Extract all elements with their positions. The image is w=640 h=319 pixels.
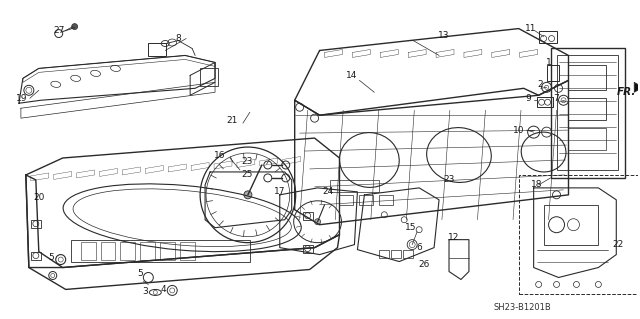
Text: 5: 5 [138, 269, 143, 278]
Bar [403, 249, 413, 257]
Bar [200, 68, 218, 86]
Bar [120, 241, 136, 260]
Bar [539, 31, 557, 42]
Bar [391, 249, 401, 257]
Polygon shape [634, 82, 640, 92]
Text: 11: 11 [525, 24, 536, 33]
Bar [160, 241, 175, 260]
Text: 9: 9 [526, 94, 532, 103]
Text: 2: 2 [538, 80, 543, 89]
Text: FR.: FR. [616, 87, 636, 97]
Text: 4: 4 [161, 285, 166, 294]
Text: 24: 24 [322, 187, 333, 197]
Bar [557, 56, 618, 170]
Text: SH23-B1201B: SH23-B1201B [494, 303, 552, 312]
Bar [518, 175, 638, 294]
Bar [543, 205, 598, 245]
Text: 13: 13 [438, 31, 450, 40]
Text: 5: 5 [48, 253, 54, 262]
Circle shape [315, 219, 321, 225]
Bar [550, 48, 625, 178]
Text: 23: 23 [241, 158, 253, 167]
Text: 19: 19 [16, 94, 28, 103]
Bar [180, 241, 195, 260]
Bar [547, 65, 559, 81]
Text: 23: 23 [444, 175, 454, 184]
Text: 25: 25 [241, 170, 253, 179]
Circle shape [244, 191, 252, 199]
Bar [303, 212, 312, 220]
Bar [568, 128, 606, 150]
Text: 21: 21 [227, 116, 237, 125]
Text: 12: 12 [448, 233, 460, 242]
Text: 14: 14 [346, 71, 357, 80]
Bar [81, 241, 95, 260]
Bar [31, 252, 41, 260]
Text: 16: 16 [214, 151, 226, 160]
Bar [140, 241, 156, 260]
Bar [380, 249, 389, 257]
Text: 18: 18 [531, 180, 542, 189]
Bar [568, 98, 606, 120]
Text: 27: 27 [53, 26, 65, 35]
Bar [100, 241, 115, 260]
Text: 1: 1 [546, 58, 552, 67]
Bar [360, 195, 373, 205]
Text: 26: 26 [419, 260, 430, 269]
Bar [303, 245, 312, 253]
Bar [148, 42, 166, 56]
Text: 7: 7 [554, 94, 559, 103]
Bar [330, 180, 380, 192]
Text: 17: 17 [274, 187, 285, 197]
Text: 20: 20 [33, 193, 45, 202]
Bar [568, 65, 606, 90]
Bar [70, 240, 250, 262]
Text: 10: 10 [513, 126, 524, 135]
Text: 6: 6 [416, 243, 422, 252]
Text: 3: 3 [143, 287, 148, 296]
Bar [339, 195, 353, 205]
Bar [536, 97, 552, 107]
Text: 15: 15 [405, 223, 417, 232]
Text: 8: 8 [175, 34, 181, 43]
Text: 22: 22 [612, 240, 624, 249]
Bar [31, 220, 41, 228]
Circle shape [72, 24, 77, 30]
Bar [380, 195, 393, 205]
